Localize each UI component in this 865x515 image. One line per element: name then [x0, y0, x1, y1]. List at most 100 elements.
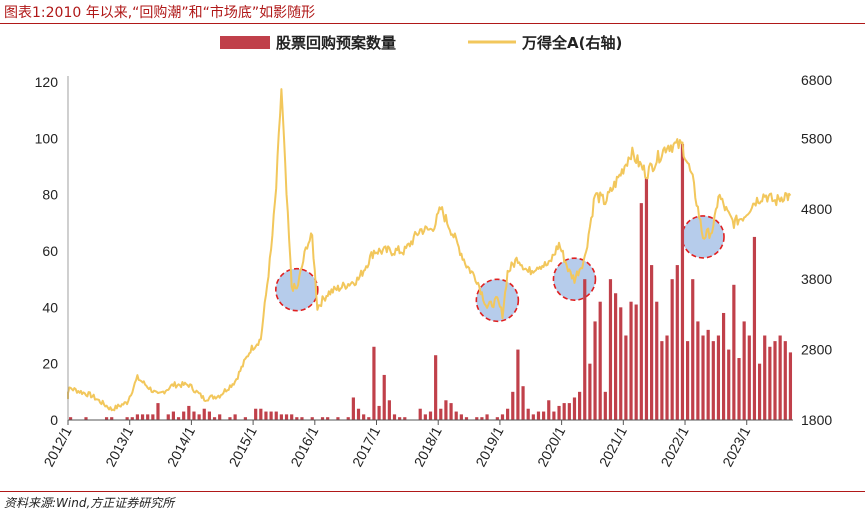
bar-buybacks [146, 414, 150, 420]
bar-buybacks [398, 417, 402, 420]
y-left-tick-label: 80 [42, 187, 58, 203]
bar-buybacks [243, 417, 247, 420]
bar-buybacks [686, 341, 690, 420]
y-right-tick-label: 1800 [801, 412, 832, 428]
bar-buybacks [84, 417, 88, 420]
bar-buybacks [660, 341, 664, 420]
bar-buybacks [454, 411, 458, 420]
bar-buybacks [521, 386, 525, 420]
bar-buybacks [176, 417, 181, 420]
bar-buybacks [418, 408, 422, 420]
bar-buybacks [367, 417, 371, 420]
y-left-tick-label: 60 [42, 243, 58, 259]
y-left-tick-label: 100 [35, 130, 59, 146]
legend-swatch-buybacks [220, 36, 270, 49]
bar-buybacks [680, 143, 685, 420]
bar-buybacks [372, 346, 376, 420]
bar-buybacks [274, 411, 278, 420]
x-tick-label: 2015/1 [226, 424, 260, 470]
legend-label-buybacks: 股票回购预案数量 [276, 34, 396, 52]
bar-buybacks [392, 414, 397, 420]
line-series [67, 88, 792, 412]
y-left-tick-label: 0 [50, 412, 58, 428]
bar-buybacks [614, 293, 618, 420]
bar-buybacks [752, 236, 757, 420]
bar-buybacks [701, 335, 705, 420]
bar-buybacks [475, 417, 479, 420]
bar-buybacks [346, 417, 350, 420]
bar-buybacks [171, 411, 175, 420]
bar-buybacks [228, 417, 232, 420]
bar-buybacks [506, 408, 510, 420]
bar-buybacks [737, 358, 741, 420]
bar-buybacks [320, 417, 325, 420]
line-wind-a [67, 88, 792, 412]
bar-buybacks [212, 417, 217, 420]
bar-buybacks [336, 417, 340, 420]
bar-buybacks [166, 414, 170, 420]
bar-buybacks [125, 417, 129, 420]
bar-buybacks [572, 397, 577, 420]
y-right-tick-label: 2800 [801, 342, 832, 358]
bar-buybacks [192, 411, 196, 420]
bar-buybacks [500, 414, 505, 420]
bar-buybacks [675, 265, 679, 420]
bar-buybacks [583, 279, 587, 420]
bar-buybacks [269, 411, 273, 420]
bar-buybacks [202, 408, 206, 420]
bar-buybacks [588, 363, 592, 420]
x-tick-label: 2020/1 [534, 424, 568, 470]
bar-buybacks [732, 284, 736, 420]
bar-buybacks [747, 335, 751, 420]
bar-buybacks [608, 279, 613, 420]
x-tick-label: 2018/1 [411, 424, 445, 470]
bar-buybacks [254, 408, 258, 420]
bar-buybacks [464, 417, 469, 420]
bar-buybacks [310, 417, 314, 420]
bar-buybacks [135, 414, 140, 420]
bar-buybacks [650, 265, 654, 420]
x-tick-label: 2022/1 [657, 424, 691, 470]
bar-buybacks [696, 321, 700, 420]
bar-buybacks [619, 307, 623, 420]
bar-buybacks [670, 279, 674, 420]
bar-buybacks [639, 203, 643, 420]
legend: 股票回购预案数量 万得全A(右轴) [220, 34, 622, 52]
bar-buybacks [300, 417, 304, 420]
bar-buybacks [264, 411, 268, 420]
bar-buybacks [104, 417, 109, 420]
y-right-tick-label: 3800 [801, 271, 832, 287]
x-tick-label: 2023/1 [719, 424, 753, 470]
bar-buybacks [495, 417, 499, 420]
y-left-tick-label: 120 [35, 74, 59, 90]
x-tick-label: 2016/1 [287, 424, 321, 470]
bar-buybacks [356, 408, 361, 420]
bar-buybacks [526, 408, 530, 420]
bar-buybacks [207, 411, 211, 420]
bar-buybacks [459, 414, 463, 420]
bar-buybacks [151, 414, 155, 420]
bar-buybacks [218, 414, 222, 420]
y-left-tick-label: 20 [42, 356, 58, 372]
bar-buybacks [624, 335, 628, 420]
bar-buybacks [578, 391, 582, 420]
bar-buybacks [773, 341, 777, 420]
bar-buybacks [552, 411, 556, 420]
x-tick-label: 2012/1 [40, 424, 74, 470]
bar-buybacks [511, 391, 515, 420]
x-tick-label: 2021/1 [596, 424, 630, 470]
bar-buybacks [706, 329, 710, 420]
title-divider [0, 23, 865, 24]
bar-buybacks [531, 414, 535, 420]
x-tick-label: 2013/1 [102, 424, 136, 470]
chart-area: 股票回购预案数量 万得全A(右轴) 0 20 40 60 80 100 120 1800 280… [35, 34, 833, 470]
bar-buybacks [233, 414, 237, 420]
bar-series [68, 143, 793, 420]
bar-buybacks [778, 335, 782, 420]
y-right-tick-label: 6800 [801, 72, 832, 88]
bar-buybacks [691, 279, 695, 420]
bar-buybacks [634, 304, 638, 420]
bar-buybacks [284, 414, 289, 420]
bar-buybacks [567, 403, 571, 420]
bar-buybacks [783, 341, 787, 420]
